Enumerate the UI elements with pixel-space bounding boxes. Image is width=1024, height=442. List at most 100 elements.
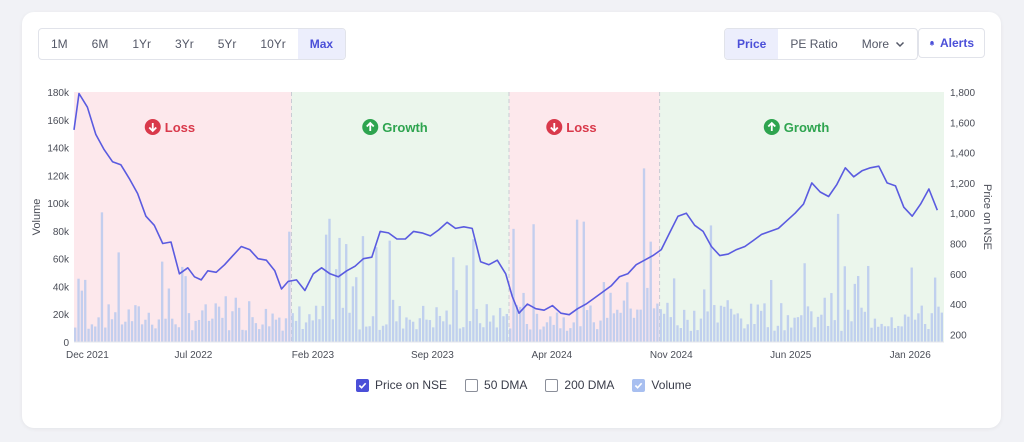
volume-bar	[120, 324, 124, 342]
range-1m-button[interactable]: 1M	[51, 37, 68, 51]
volume-bar	[314, 305, 318, 342]
volume-bar	[268, 326, 271, 342]
volume-bar	[321, 305, 324, 342]
volume-bar	[652, 308, 656, 342]
x-tick-label: Jan 2026	[890, 350, 932, 361]
volume-bar	[338, 237, 341, 342]
chart-legend: Price on NSE 50 DMA 200 DMA Volume	[356, 378, 691, 392]
volume-bar	[920, 305, 923, 342]
volume-bar	[706, 311, 709, 342]
alerts-button[interactable]: Alerts	[918, 28, 985, 58]
legend-50dma[interactable]: 50 DMA	[465, 378, 527, 392]
volume-bar	[596, 329, 599, 342]
volume-bar	[331, 319, 334, 342]
volume-bar	[311, 320, 314, 342]
volume-bar	[485, 304, 488, 342]
volume-bar	[857, 276, 860, 342]
volume-bar	[197, 319, 201, 342]
volume-bar	[870, 327, 873, 342]
volume-bar	[408, 319, 411, 342]
volume-bar	[171, 318, 174, 342]
alerts-label: Alerts	[939, 36, 974, 50]
volume-bar	[539, 329, 542, 342]
y-left-tick-label: 60k	[53, 255, 70, 266]
volume-bar	[555, 312, 559, 342]
volume-bar	[519, 306, 522, 342]
volume-bar	[237, 307, 241, 342]
volume-bar	[525, 324, 529, 342]
volume-bar	[696, 330, 699, 342]
volume-bar	[756, 304, 759, 342]
legend-volume[interactable]: Volume	[632, 378, 691, 392]
range-max-button[interactable]: Max	[297, 29, 346, 59]
volume-bar	[355, 277, 358, 342]
volume-bar	[418, 318, 421, 342]
range-3yr-button[interactable]: 3Yr	[175, 37, 194, 51]
volume-bar	[74, 327, 77, 342]
volume-bar	[475, 308, 478, 342]
volume-bar	[893, 327, 897, 342]
zone-label-group: Loss	[144, 119, 195, 135]
volume-bar	[150, 324, 154, 342]
range-5yr-button[interactable]: 5Yr	[217, 37, 237, 51]
metric-selector: Price PE Ratio More	[724, 28, 919, 60]
price-tab[interactable]: Price	[725, 29, 779, 59]
volume-bar	[442, 321, 445, 342]
volume-bar	[823, 297, 826, 342]
volume-bar	[137, 306, 140, 342]
zone-icon-arrow	[366, 121, 375, 131]
y-left-tick-label: 20k	[53, 310, 70, 321]
volume-bar	[465, 265, 468, 342]
y-right-tick-label: 1,800	[950, 88, 975, 99]
volume-bar	[686, 319, 689, 342]
range-6m-button[interactable]: 6M	[91, 37, 109, 51]
volume-bar	[662, 313, 666, 342]
volume-bar	[301, 328, 304, 342]
x-tick-label: Dec 2021	[66, 350, 109, 361]
volume-bar	[251, 317, 254, 342]
zone-label: Growth	[784, 120, 830, 135]
y-right-tick-label: 1,400	[950, 149, 975, 160]
volume-bar	[425, 319, 428, 342]
volume-bar	[104, 327, 107, 342]
volume-bar	[227, 330, 231, 342]
more-dropdown[interactable]: More	[850, 29, 917, 59]
volume-bar	[746, 324, 749, 342]
zone-label-group: Loss	[546, 119, 597, 135]
volume-bar	[114, 312, 117, 342]
bell-icon	[929, 40, 935, 46]
legend-200dma[interactable]: 200 DMA	[545, 378, 614, 392]
volume-bar	[482, 327, 485, 342]
volume-bar	[602, 282, 606, 342]
volume-bar	[616, 309, 619, 342]
volume-bar	[683, 309, 686, 342]
volume-bar	[672, 278, 676, 342]
range-10yr-button[interactable]: 10Yr	[260, 37, 286, 51]
volume-bar	[713, 305, 716, 342]
volume-bar	[462, 327, 465, 342]
volume-bar	[903, 314, 907, 342]
range-1yr-button[interactable]: 1Yr	[132, 37, 152, 51]
volume-bar	[699, 318, 703, 342]
pe-ratio-tab[interactable]: PE Ratio	[778, 29, 849, 59]
volume-bar	[562, 317, 565, 342]
volume-bar	[422, 305, 425, 342]
volume-bar	[626, 282, 629, 342]
volume-bar	[883, 326, 887, 342]
legend-price-nse[interactable]: Price on NSE	[356, 378, 447, 392]
volume-bar	[800, 315, 803, 342]
volume-bar	[780, 303, 783, 342]
volume-bar	[304, 322, 308, 342]
legend-200dma-label: 200 DMA	[564, 378, 615, 392]
volume-bar	[863, 311, 867, 342]
volume-bar	[549, 316, 552, 342]
volume-bar	[726, 300, 729, 342]
volume-bar	[154, 328, 157, 342]
y-right-axis-title: Price on NSE	[981, 184, 993, 250]
volume-bar	[398, 306, 401, 342]
volume-bar	[335, 269, 338, 342]
volume-bar	[749, 303, 753, 342]
chevron-down-icon	[896, 41, 905, 48]
y-left-tick-label: 120k	[47, 171, 70, 182]
